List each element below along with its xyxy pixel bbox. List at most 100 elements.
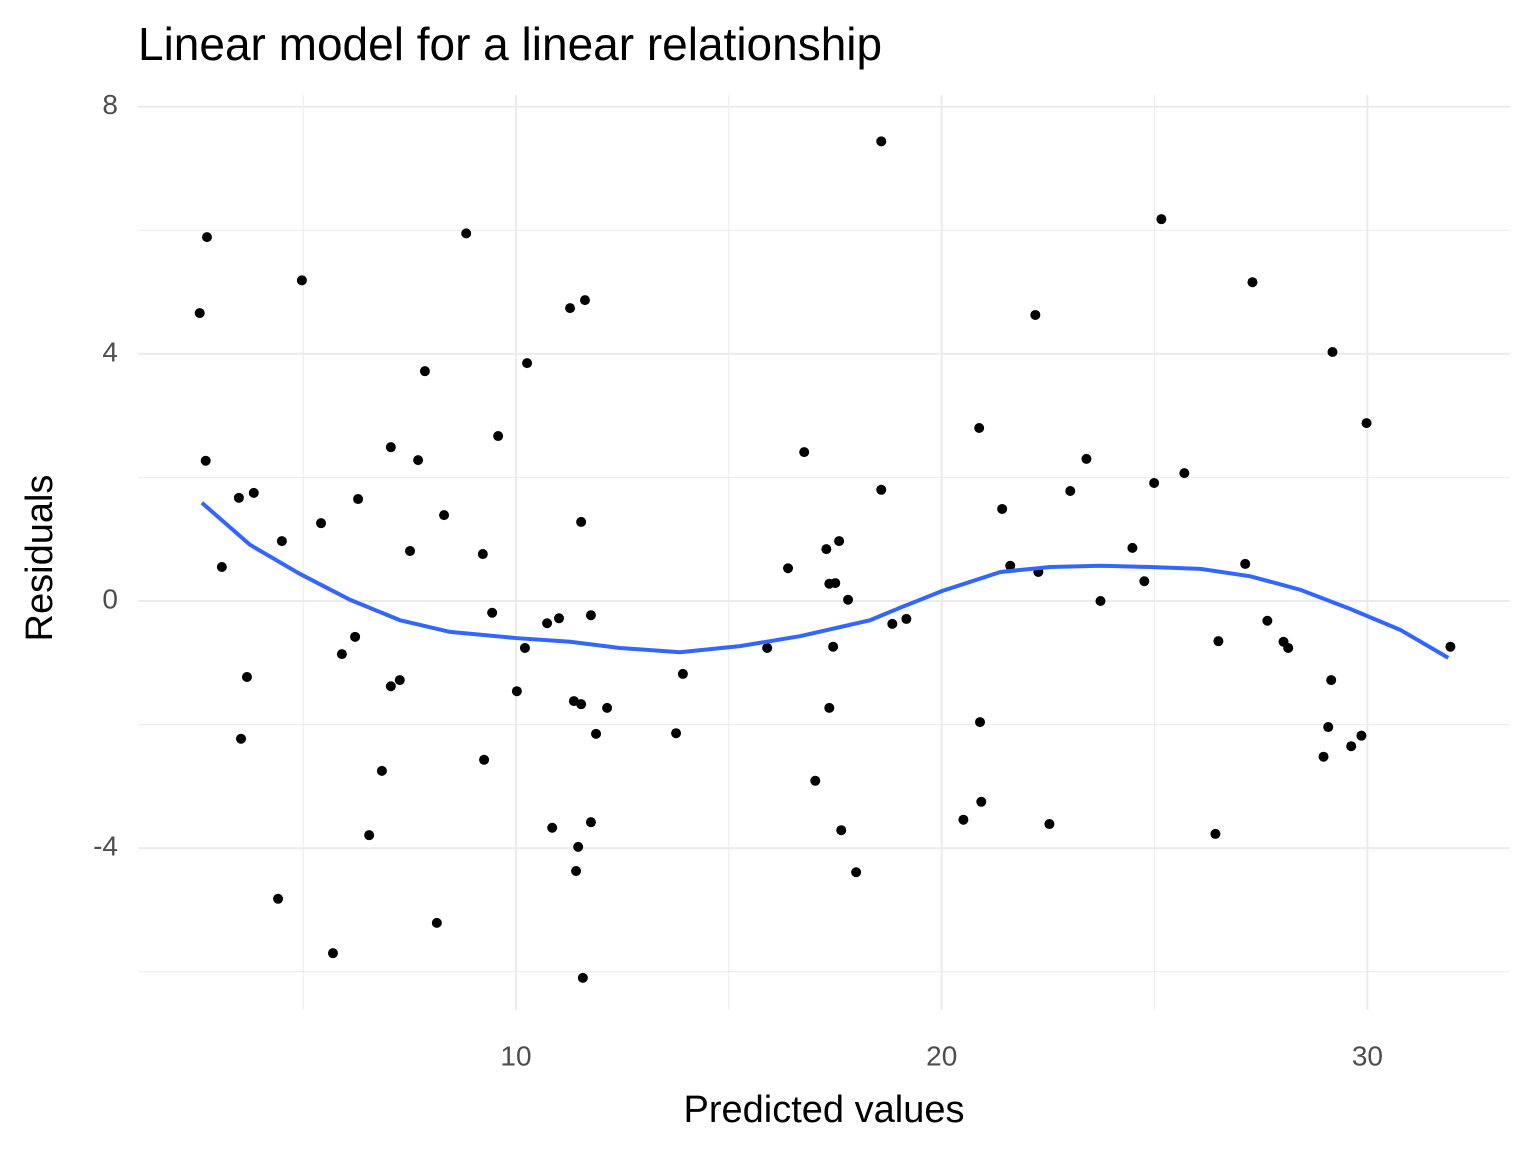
point [1326,675,1337,686]
point [876,484,887,495]
point [477,549,488,560]
point [479,754,490,765]
point [194,308,205,319]
point [547,822,558,833]
point [511,686,522,697]
point [974,423,985,434]
point [834,536,845,547]
point [241,671,252,682]
point [1065,486,1076,497]
point [1361,418,1372,429]
point [1318,751,1329,762]
point [493,431,504,442]
point [376,765,387,776]
grid [138,95,1510,1010]
point [1356,730,1367,741]
point [1156,214,1167,225]
point [828,641,839,652]
point [579,295,590,306]
point [1262,615,1273,626]
point [799,447,810,458]
point [830,578,841,589]
chart-title: Linear model for a linear relationship [138,18,882,70]
point [216,562,227,573]
point [554,613,565,624]
y-tick-label: 0 [102,583,118,614]
point [602,702,613,713]
point [327,948,338,959]
x-tick-label: 20 [926,1040,957,1071]
point [843,594,854,605]
point [1445,641,1456,652]
point [1323,722,1334,733]
y-tick-label: 8 [102,89,118,120]
point [439,510,450,521]
point [571,865,582,876]
point [385,681,396,692]
point [413,455,424,466]
point [958,814,969,825]
point [350,631,361,642]
point [762,642,773,653]
point [1327,347,1338,358]
point [901,613,912,624]
point [1247,277,1258,288]
point [236,733,247,744]
point [836,825,847,836]
point [336,649,347,660]
point [573,841,584,852]
point [810,775,821,786]
point [419,366,430,377]
point [353,494,364,505]
point [1095,595,1106,606]
smooth-line [200,501,1450,660]
point [585,610,596,621]
point [519,642,530,653]
point [364,830,375,841]
point [273,893,284,904]
x-tick-label: 30 [1352,1040,1383,1071]
point [576,516,587,527]
point [577,972,588,983]
point [394,675,405,686]
y-tick-label: -4 [93,831,118,862]
point [431,917,442,928]
point [997,503,1008,514]
point [296,275,307,286]
point [783,563,794,574]
point [1240,558,1251,569]
point [1213,636,1224,647]
y-tick-label: 4 [102,336,118,367]
point [1139,576,1150,587]
point [233,492,244,503]
point [405,545,416,556]
point [975,717,986,728]
point [585,817,596,828]
point [487,607,498,618]
point [316,518,327,529]
point [565,303,576,314]
point [1346,741,1357,752]
point [522,358,533,369]
point [1210,828,1221,839]
point [542,618,553,629]
point [461,228,472,239]
point [1127,542,1138,553]
marks [194,136,1456,983]
point [677,668,688,679]
point [248,487,259,498]
point [276,536,287,547]
point [1044,819,1055,830]
point [1149,477,1160,488]
point [1179,468,1190,479]
point [851,867,862,878]
x-tick-label: 10 [500,1040,531,1071]
point [591,728,602,739]
point [576,699,587,710]
point [887,618,898,629]
point [385,442,396,453]
point [1283,642,1294,653]
point [200,455,211,466]
